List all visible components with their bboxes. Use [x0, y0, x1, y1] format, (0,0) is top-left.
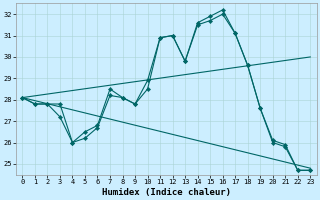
X-axis label: Humidex (Indice chaleur): Humidex (Indice chaleur)	[102, 188, 231, 197]
